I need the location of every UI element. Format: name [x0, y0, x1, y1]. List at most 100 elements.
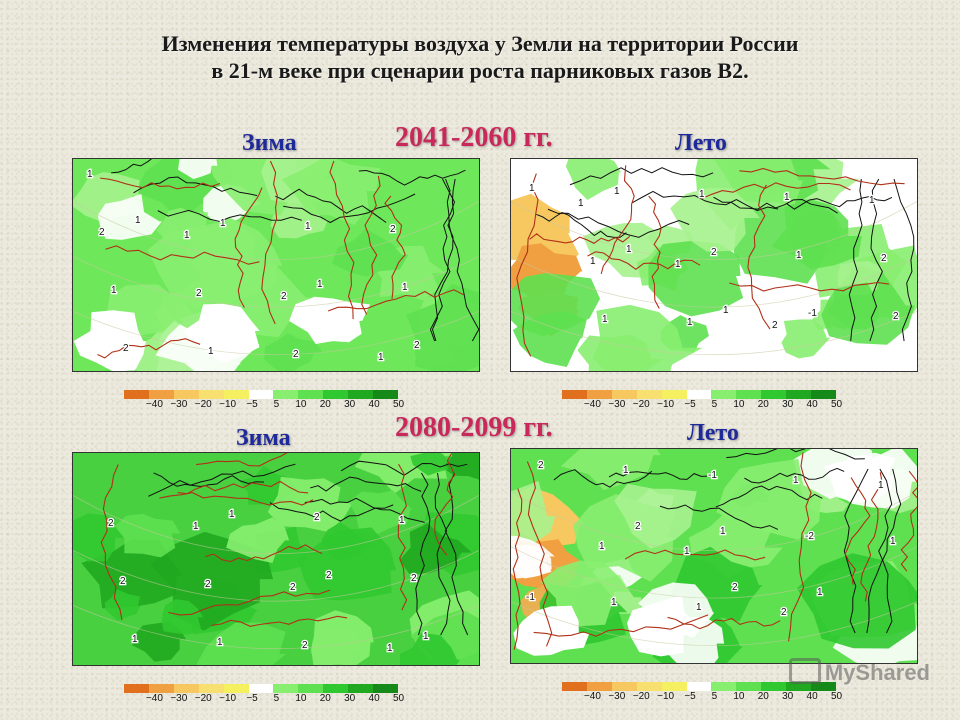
- coastline: [553, 469, 653, 488]
- season-label-winter-2: Зима: [236, 425, 291, 451]
- colorbar-swatch: [124, 684, 150, 693]
- isoline-label: 1: [111, 285, 117, 296]
- colorbar-tick-label: −5: [246, 693, 258, 704]
- isoline-label: 1: [423, 631, 429, 642]
- anomaly-area: [104, 589, 141, 621]
- colorbar-tick-label: −20: [194, 399, 212, 410]
- coastline: [283, 193, 416, 224]
- anomaly-area: [264, 333, 323, 371]
- colorbar-swatch: [811, 682, 837, 691]
- isoline-label: 2: [635, 521, 641, 532]
- anomaly-area: [114, 513, 181, 558]
- isoline: [361, 175, 381, 315]
- anomaly-area: [511, 481, 556, 544]
- map-canvas: 1 1 2 1 2 2 2 2 1 1 1 1 2 1 1 2 1: [73, 159, 479, 371]
- colorbar-tick-label: 10: [733, 399, 745, 410]
- isoline: [434, 453, 456, 556]
- isoline: [788, 452, 812, 642]
- coastline: [269, 502, 394, 522]
- colorbar-tick-label: −5: [246, 399, 258, 410]
- isoline-label: 1: [217, 637, 223, 648]
- isoline-label: 2: [390, 224, 396, 235]
- isoline: [205, 544, 323, 563]
- isoline-label: 1: [784, 192, 790, 203]
- colorbar-tick-label: 20: [319, 693, 331, 704]
- anomaly-area: [716, 458, 831, 540]
- colorbar-tick-label: −40: [583, 399, 601, 410]
- colorbar-tick-label: −20: [194, 693, 212, 704]
- isoline-label: 1: [684, 546, 690, 557]
- isoline-label: 1: [387, 643, 393, 654]
- colorbar-swatch: [786, 390, 812, 399]
- colorbar-swatch: [562, 682, 588, 691]
- colorbar-tick-label: 5: [273, 693, 280, 704]
- isoline-label: 1: [623, 465, 629, 476]
- isoline: [729, 281, 889, 292]
- coastline: [715, 485, 823, 508]
- colorbar-tick-label: −20: [632, 399, 650, 410]
- colorbar-swatch: [348, 684, 374, 693]
- isoline: [648, 195, 662, 309]
- isoline-label: 2: [772, 320, 778, 331]
- isoline: [261, 160, 278, 325]
- isoline-label: 1: [869, 195, 875, 206]
- colorbar-tick-label: −10: [657, 399, 675, 410]
- isoline-label: 1: [602, 314, 608, 325]
- colorbar-swatch: [686, 682, 712, 691]
- isoline-label: 1: [402, 282, 408, 293]
- isoline-label: -1: [708, 470, 717, 481]
- colorbar-tick-label: 40: [806, 691, 818, 702]
- title-line-2: в 21-м веке при сценарии роста парниковы…: [211, 58, 749, 83]
- colorbar-swatch: [562, 390, 588, 399]
- isoline-label: 1: [878, 480, 884, 491]
- anomaly-area: [226, 517, 290, 563]
- colorbar-bottom-right: −40 −30 −20 −10 −5 5 10 20 30 40 50: [562, 682, 842, 704]
- map-summer-2080-2099: 1 2 1 1 1 1 1 1 -1 -2 -1 1 1 1 2 2 2: [510, 448, 918, 664]
- anomaly-area: [178, 159, 218, 180]
- latitude-line: [511, 311, 917, 356]
- coastline: [869, 178, 883, 342]
- latitude-line: [73, 550, 479, 602]
- isoline-label: 2: [414, 340, 420, 351]
- anomaly-area: [185, 217, 283, 303]
- isoline: [397, 463, 408, 611]
- colorbar-tick-label: −5: [684, 399, 696, 410]
- coastline: [157, 209, 302, 223]
- anomaly-area-neutral: [183, 303, 260, 363]
- anomaly-area: [97, 193, 162, 240]
- anomaly-area: [560, 449, 661, 491]
- map-canvas: 1 2 1 2 2 2 1 2 1 2 2 1 1 2 1: [73, 453, 479, 665]
- latitude-line: [73, 201, 479, 261]
- isoline-label: 1: [599, 541, 605, 552]
- anomaly-area: [565, 159, 621, 200]
- colorbar-swatch: [223, 390, 250, 399]
- isoline: [105, 245, 260, 265]
- isoline-label: 2: [411, 573, 417, 584]
- colorbar-tick-label: −40: [145, 399, 163, 410]
- isoline-label: 1: [796, 250, 802, 261]
- latitude-line: [73, 311, 479, 356]
- colorbar-swatch: [148, 684, 175, 693]
- map-canvas: 1 1 2 1 1 1 1 2 1 1 1 2 1 2 -1 1 1 1: [511, 159, 917, 371]
- isoline-label: 2: [326, 570, 332, 581]
- colorbar-swatch: [786, 682, 812, 691]
- colorbar-swatch: [323, 390, 349, 399]
- isoline-label: 1: [378, 352, 384, 363]
- map-canvas: 1 2 1 1 1 1 1 1 -1 -2 -1 1 1 1 2 2 2: [511, 449, 917, 663]
- colorbar-tick-label: 10: [733, 691, 745, 702]
- isoline-label: 1: [305, 221, 311, 232]
- isoline-label: 1: [132, 634, 138, 645]
- anomaly-area: [400, 632, 460, 665]
- colorbar-swatch: [661, 682, 688, 691]
- isoline: [512, 488, 523, 650]
- colorbar-tick-label: −40: [583, 691, 601, 702]
- anomaly-area: [406, 283, 479, 371]
- isoline-label: 2: [314, 512, 320, 523]
- isoline: [100, 464, 123, 621]
- isoline: [327, 289, 464, 312]
- colorbar-swatch: [761, 682, 787, 691]
- isoline-label: 1: [614, 186, 620, 197]
- isoline: [100, 177, 221, 190]
- colorbar-tick-label: −20: [632, 691, 650, 702]
- isoline-label: -2: [805, 531, 814, 542]
